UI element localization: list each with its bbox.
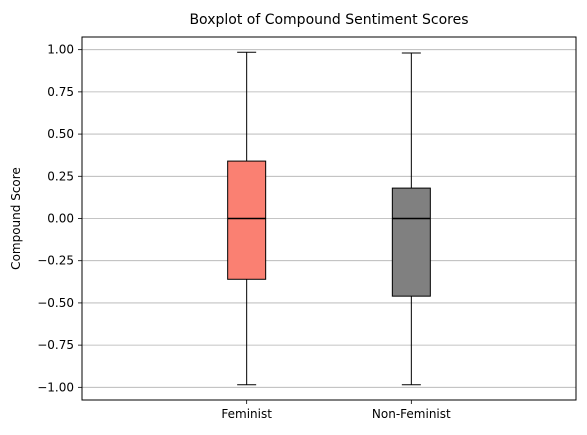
y-tick-label: −0.75: [37, 338, 74, 352]
box-feminist: [227, 51, 267, 386]
y-axis-label: Compound Score: [9, 167, 23, 270]
iqr-box: [227, 160, 267, 280]
x-axis-ticks: Feminist Non-Feminist: [221, 400, 451, 421]
chart-title: Boxplot of Compound Sentiment Scores: [189, 12, 468, 28]
y-tick-label: 1.00: [47, 43, 74, 57]
y-tick-label: 0.00: [47, 212, 74, 226]
grid-lines: [82, 49, 576, 388]
box-layer: [227, 51, 431, 386]
x-tick-label: Feminist: [221, 407, 272, 421]
y-tick-label: −1.00: [37, 380, 74, 394]
y-tick-label: 0.25: [47, 169, 74, 183]
y-tick-label: 0.75: [47, 85, 74, 99]
box-non-feminist: [391, 52, 431, 386]
y-tick-label: −0.25: [37, 254, 74, 268]
y-axis-ticks: −1.00 −0.75 −0.50 −0.25 0.00 0.25 0.50 0.75 1.00: [37, 43, 82, 394]
y-tick-label: −0.50: [37, 296, 74, 310]
iqr-box: [391, 187, 431, 297]
y-tick-label: 0.50: [47, 127, 74, 141]
x-tick-label: Non-Feminist: [372, 407, 451, 421]
